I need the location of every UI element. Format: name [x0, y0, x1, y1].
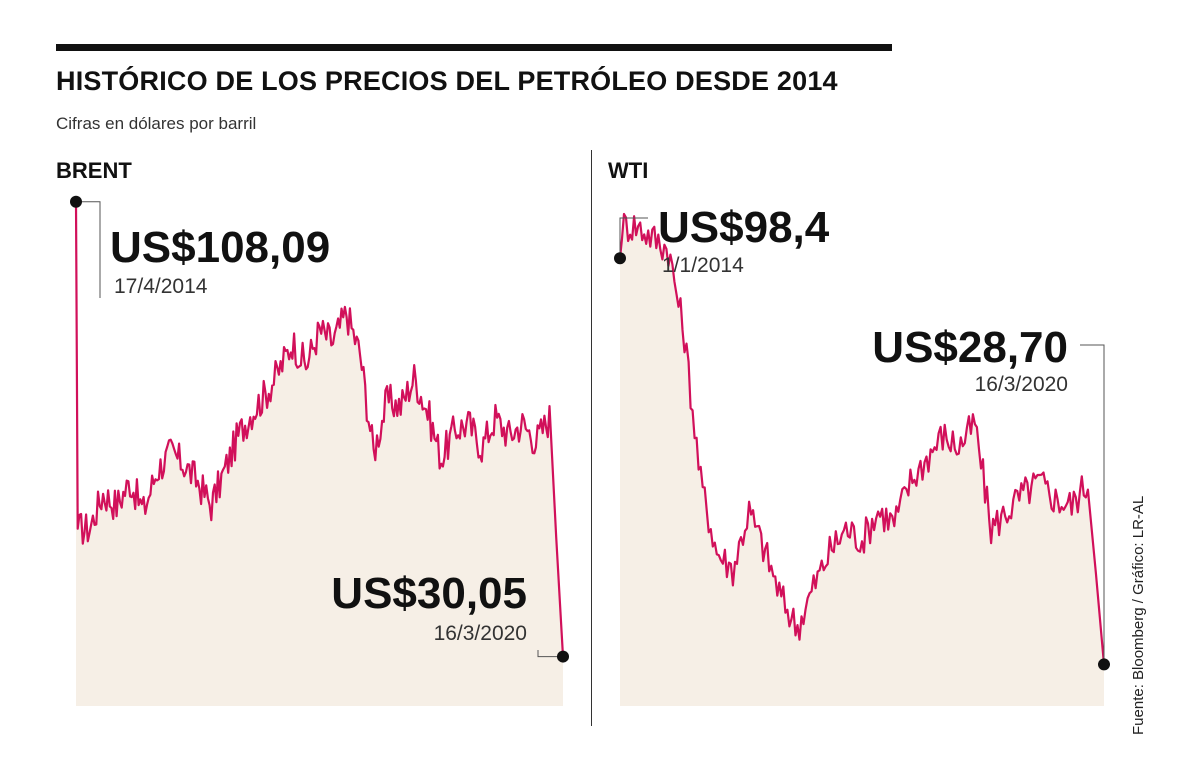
title-rule [56, 44, 892, 51]
brent-end-marker [557, 650, 569, 663]
wti-start-marker [614, 252, 626, 265]
brent-start-date: 17/4/2014 [114, 275, 208, 298]
chart-title: HISTÓRICO DE LOS PRECIOS DEL PETRÓLEO DE… [56, 66, 838, 96]
source-note: Fuente: Bloomberg / Gráfico: LR-AL [1130, 495, 1147, 735]
wti-end-marker [1098, 658, 1110, 671]
chart-subtitle: Cifras en dólares por barril [56, 114, 257, 133]
brent-end-leader [537, 650, 563, 658]
wti-end-value: US$28,70 [872, 323, 1068, 372]
brent-area [76, 201, 563, 707]
panel-divider [591, 150, 592, 726]
brent-start-value: US$108,09 [110, 223, 330, 272]
wti-start-leader [619, 217, 648, 259]
wti-end-leader [1080, 344, 1105, 665]
wti-start-value: US$98,4 [658, 203, 830, 252]
brent-end-value: US$30,05 [331, 569, 527, 618]
wti-area [620, 214, 1104, 706]
panel-label-brent: BRENT [56, 158, 132, 183]
wti-series-line [618, 212, 1106, 665]
brent-start-leader [76, 201, 101, 298]
brent-panel: US$108,09 17/4/2014 US$30,05 16/3/2020 [70, 195, 569, 707]
panel-label-wti: WTI [608, 158, 649, 183]
brent-start-marker [70, 195, 82, 208]
wti-panel: US$98,4 1/1/2014 US$28,70 16/3/2020 [614, 203, 1110, 706]
wti-start-date: 1/1/2014 [662, 254, 744, 277]
wti-end-date: 16/3/2020 [975, 373, 1068, 396]
brent-series-line [74, 201, 565, 657]
brent-end-date: 16/3/2020 [434, 622, 527, 645]
